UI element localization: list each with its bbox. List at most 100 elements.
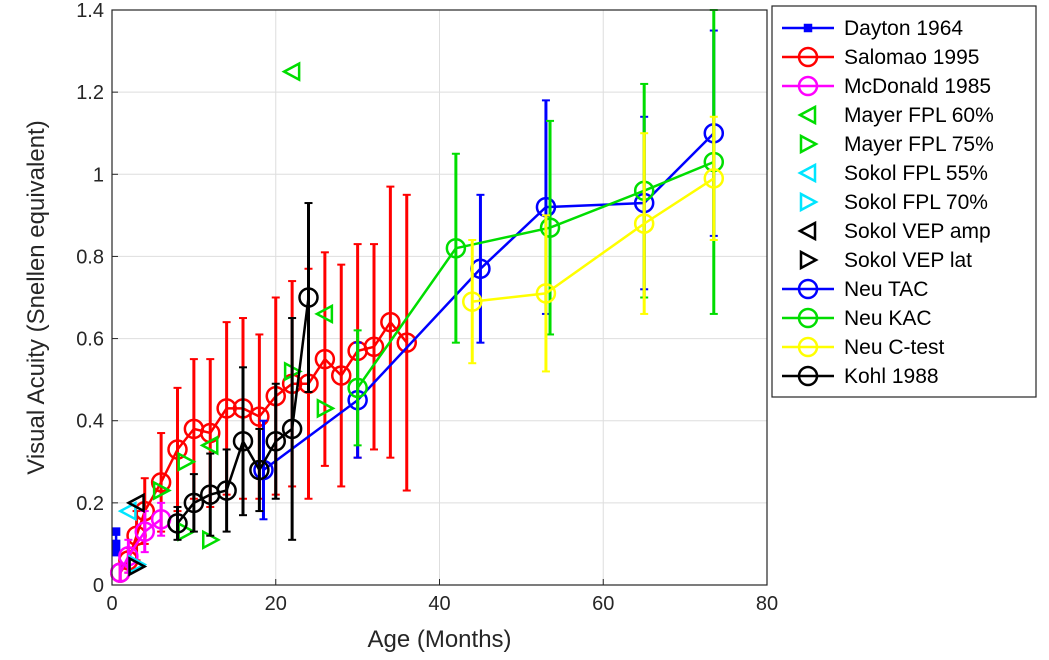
data-point (111, 547, 121, 557)
data-point (363, 336, 385, 358)
legend-marker (799, 249, 819, 271)
legend-item: Kohl 1988 (782, 365, 939, 388)
legend-marker (803, 23, 813, 33)
y-tick-label: 0.2 (76, 493, 104, 515)
data-point (265, 431, 286, 452)
legend-label: Dayton 1964 (844, 17, 963, 40)
data-point (249, 459, 270, 481)
data-point (199, 435, 219, 456)
legend-item: Sokol FPL 70% (799, 191, 988, 214)
legend-label: Mayer FPL 60% (844, 104, 994, 127)
x-tick-label: 80 (756, 593, 778, 615)
y-tick-label: 0.8 (76, 246, 104, 268)
legend-label: Sokol FPL 70% (844, 191, 988, 214)
x-tick-label: 40 (428, 593, 450, 615)
data-point (117, 500, 137, 522)
legend-item: Sokol VEP lat (799, 249, 972, 272)
y-tick-label: 1.4 (76, 0, 104, 22)
legend-label: Salomao 1995 (844, 46, 979, 69)
data-point (152, 480, 172, 501)
series-sokol-vep-lat (128, 556, 148, 577)
legend-item: Neu TAC (782, 278, 928, 301)
legend-label: McDonald 1985 (844, 75, 991, 98)
legend-marker (797, 162, 817, 184)
x-tick-label: 0 (106, 593, 117, 615)
y-tick-label: 0.6 (76, 329, 104, 351)
data-point (314, 303, 334, 325)
data-point (232, 431, 254, 452)
legend-item: Sokol VEP amp (797, 220, 991, 243)
data-point (128, 556, 148, 577)
data-point (111, 527, 121, 536)
series-neu-c-test (462, 115, 725, 373)
data-point (703, 168, 725, 189)
legend-marker (797, 104, 817, 126)
data-point (298, 287, 319, 308)
data-point (249, 406, 270, 427)
data-point (462, 291, 483, 312)
data-point (445, 237, 467, 259)
legend-marker (797, 75, 819, 97)
data-point (216, 398, 237, 419)
legend-label: Neu KAC (844, 307, 932, 330)
legend-item: Dayton 1964 (782, 17, 963, 40)
legend: Dayton 1964 Salomao 1995 McDonald 1985 Maye… (771, 5, 1037, 398)
y-axis-title: Visual Acuity (Snellen equivalent) (23, 120, 50, 474)
data-point (535, 283, 557, 304)
legend-item: Mayer FPL 60% (797, 104, 994, 127)
data-point (125, 492, 145, 513)
data-point (183, 492, 205, 514)
legend-marker (797, 220, 817, 242)
legend-item: Neu KAC (782, 307, 932, 330)
legend-label: Sokol VEP amp (844, 220, 991, 243)
legend-marker (797, 278, 819, 300)
series-sokol-vep-amp (125, 492, 145, 513)
legend-label: Neu TAC (844, 278, 928, 301)
legend-marker (797, 46, 819, 68)
legend-marker (799, 191, 819, 213)
data-point (316, 398, 336, 419)
y-tick-label: 0 (93, 575, 104, 597)
y-tick-label: 1.2 (76, 82, 104, 104)
data-point (134, 521, 155, 542)
series-layer (109, 9, 725, 583)
data-point (539, 217, 561, 238)
data-point (150, 472, 172, 493)
data-point (314, 348, 336, 370)
axis-ticks: 0 20 40 60 80 0 0.2 0.4 0.6 0.8 1 1.2 1.4 (76, 0, 778, 615)
series-mayer-fpl-60- (199, 61, 334, 456)
data-point (347, 377, 368, 399)
y-tick-label: 0.4 (76, 411, 104, 433)
legend-item: McDonald 1985 (782, 75, 991, 98)
series-line (176, 297, 310, 525)
legend-marker (797, 307, 819, 329)
series-line (356, 160, 715, 389)
legend-label: Neu C-test (844, 336, 945, 359)
legend-label: Mayer FPL 75% (844, 133, 994, 156)
legend-label: Sokol VEP lat (844, 249, 972, 272)
legend-marker (797, 336, 819, 358)
series-neu-kac (347, 9, 725, 447)
data-point (216, 480, 237, 501)
series-line (472, 177, 715, 303)
x-tick-label: 20 (265, 593, 287, 615)
legend-item: Neu C-test (782, 336, 945, 359)
legend-item: Mayer FPL 75% (799, 133, 994, 156)
data-point (111, 539, 121, 549)
data-point (167, 513, 188, 534)
series-line (262, 132, 715, 472)
data-point (177, 451, 197, 472)
x-tick-label: 60 (592, 593, 614, 615)
series-dayton-1964 (111, 527, 121, 557)
legend-item: Sokol FPL 55% (797, 162, 988, 185)
data-point (331, 365, 352, 386)
data-point (396, 332, 417, 353)
data-point (281, 418, 303, 440)
legend-label: Kohl 1988 (844, 365, 939, 388)
legend-marker (797, 365, 819, 387)
legend-marker (799, 133, 819, 155)
data-point (380, 311, 401, 333)
x-axis-title: Age (Months) (367, 626, 511, 653)
legend-label: Sokol FPL 55% (844, 162, 988, 185)
